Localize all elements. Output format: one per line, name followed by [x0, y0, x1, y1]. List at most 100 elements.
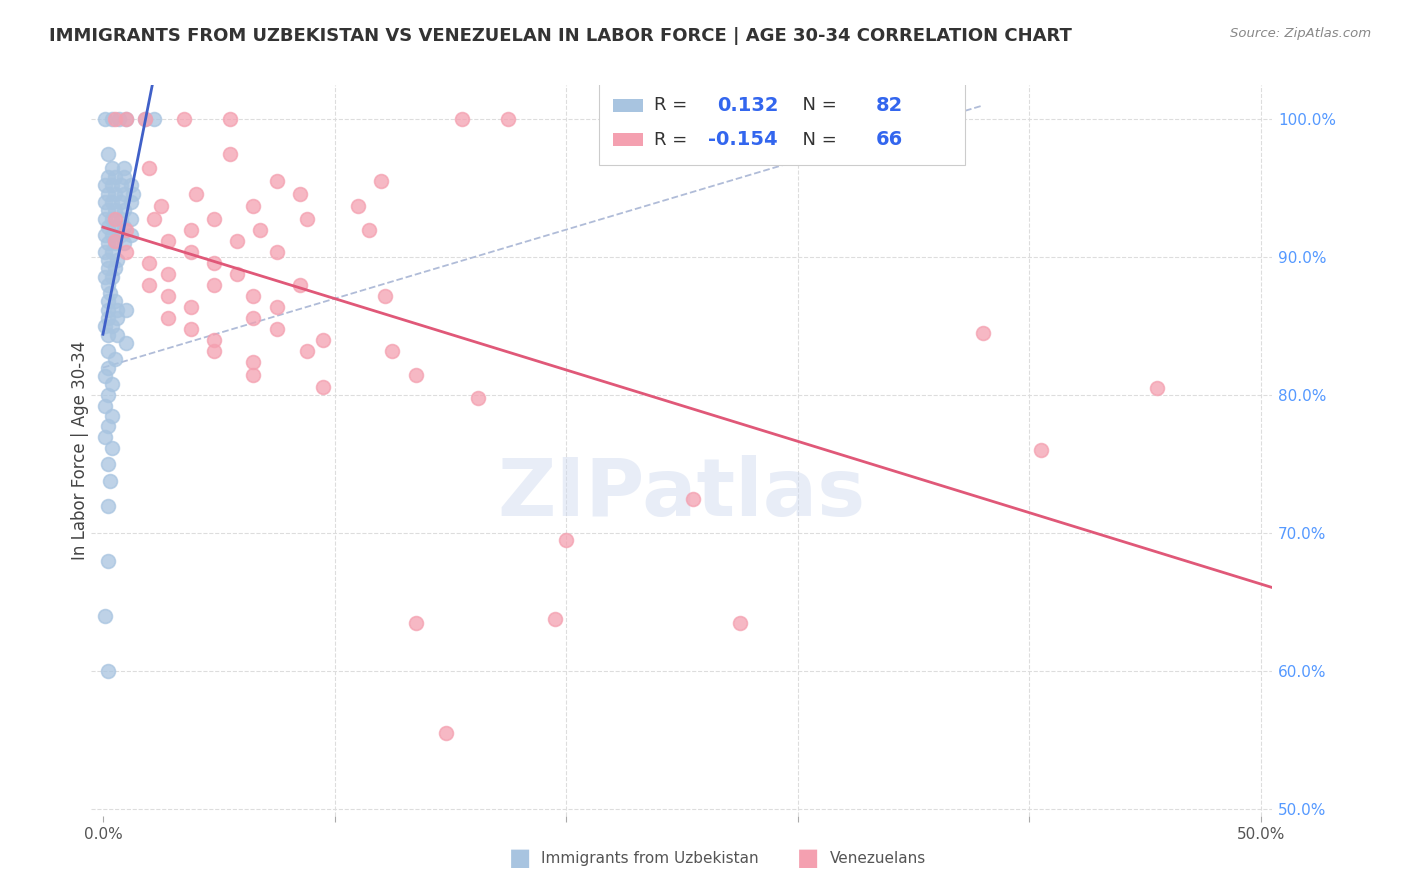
Point [180, 300, 202, 314]
Point [97, 170, 120, 185]
Point [103, 203, 125, 218]
Point [101, 377, 124, 392]
Point [266, 244, 288, 259]
Point [98, 474, 121, 488]
Point [94, 609, 117, 624]
Point [94, 178, 117, 193]
Point [97, 360, 120, 375]
Point [180, 322, 202, 336]
Point [97, 310, 120, 325]
Point [115, 222, 138, 236]
Point [138, 161, 160, 175]
Point [94, 269, 117, 284]
Point [120, 211, 142, 226]
Point [97, 261, 120, 276]
Point [97, 344, 120, 359]
Point [94, 430, 117, 444]
Point [242, 355, 264, 369]
Point [103, 294, 125, 309]
Point [266, 322, 288, 336]
Point [97, 294, 120, 309]
Point [103, 170, 125, 185]
Text: -0.154: -0.154 [707, 130, 778, 149]
Point [434, 726, 457, 740]
Point [249, 222, 271, 236]
Point [295, 344, 318, 359]
Point [97, 186, 120, 201]
Point [97, 219, 120, 234]
Point [108, 112, 131, 127]
Point [112, 161, 135, 175]
Point [101, 319, 124, 334]
Y-axis label: In Labor Force | Age 30-34: In Labor Force | Age 30-34 [72, 341, 89, 560]
Point [110, 211, 132, 226]
Point [94, 211, 117, 226]
Point [266, 174, 288, 188]
Point [173, 112, 195, 127]
Point [120, 178, 142, 193]
Point [451, 112, 474, 127]
Point [110, 195, 132, 210]
Point [97, 203, 120, 218]
Point [103, 112, 125, 127]
Point [103, 211, 125, 226]
Point [101, 441, 124, 455]
Point [115, 302, 138, 317]
Point [112, 236, 135, 251]
Point [101, 211, 124, 226]
Point [138, 256, 160, 270]
Point [94, 112, 117, 127]
Point [101, 228, 124, 243]
Text: R =: R = [654, 130, 693, 149]
Text: R =: R = [654, 96, 693, 114]
Point [242, 199, 264, 213]
Text: 66: 66 [876, 130, 903, 149]
Point [97, 327, 120, 342]
Point [184, 186, 207, 201]
Text: ■: ■ [509, 847, 531, 870]
Point [94, 228, 117, 243]
Point [105, 252, 128, 267]
Text: ZIPatlas: ZIPatlas [498, 455, 866, 533]
Point [105, 310, 128, 325]
FancyBboxPatch shape [599, 81, 966, 165]
Point [496, 112, 519, 127]
Point [120, 228, 142, 243]
Point [101, 178, 124, 193]
Point [180, 244, 202, 259]
Point [555, 533, 578, 548]
Point [682, 491, 704, 506]
Point [359, 222, 381, 236]
Point [110, 228, 132, 243]
Text: ■: ■ [797, 847, 820, 870]
Point [202, 333, 225, 347]
Point [103, 352, 125, 367]
Point [312, 380, 335, 394]
Point [370, 174, 392, 188]
Point [112, 219, 135, 234]
Point [467, 391, 489, 405]
Point [134, 112, 156, 127]
Point [101, 112, 124, 127]
Point [115, 244, 138, 259]
Point [97, 236, 120, 251]
Point [101, 161, 124, 175]
Point [226, 267, 249, 281]
Point [103, 219, 125, 234]
Point [110, 178, 132, 193]
Point [242, 310, 264, 325]
Point [112, 186, 135, 201]
Point [115, 112, 138, 127]
Text: IMMIGRANTS FROM UZBEKISTAN VS VENEZUELAN IN LABOR FORCE | AGE 30-34 CORRELATION : IMMIGRANTS FROM UZBEKISTAN VS VENEZUELAN… [49, 27, 1073, 45]
Point [103, 186, 125, 201]
Point [138, 277, 160, 292]
Point [101, 195, 124, 210]
Point [97, 388, 120, 402]
Point [97, 554, 120, 568]
Point [97, 277, 120, 292]
Point [112, 170, 135, 185]
Point [97, 302, 120, 317]
Point [1029, 443, 1052, 458]
Point [94, 368, 117, 383]
Point [202, 256, 225, 270]
